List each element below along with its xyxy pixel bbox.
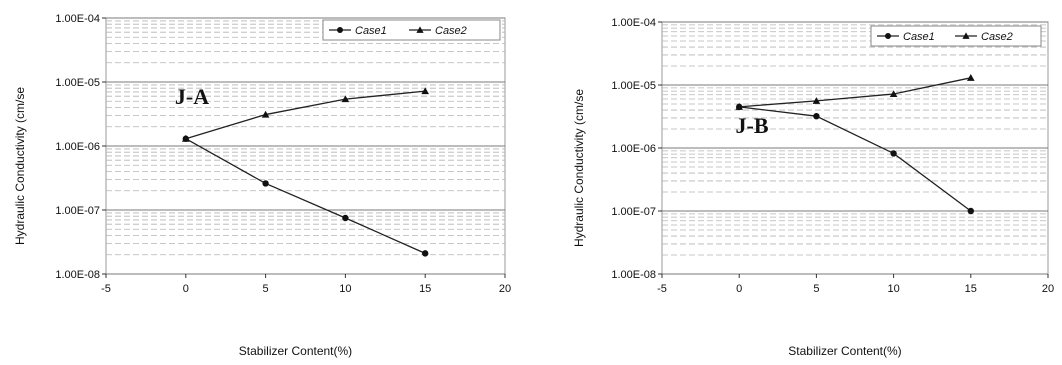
y-tick-label: 1.00E-08 <box>611 269 656 281</box>
y-tick-label: 1.00E-04 <box>611 17 656 29</box>
y-axis-title: Hydraulic Conductivity (cm/se <box>572 89 586 247</box>
legend-label: Case2 <box>435 25 467 37</box>
x-axis-title: Stabilizer Content(%) <box>239 344 352 358</box>
series-line <box>739 77 971 108</box>
data-point <box>889 90 898 98</box>
grid-lines <box>662 21 1048 275</box>
series-line <box>185 138 426 254</box>
x-tick-label: 10 <box>887 283 899 295</box>
x-tick-label: 5 <box>263 283 269 295</box>
x-tick-label: -5 <box>101 283 111 295</box>
y-tick-label: 1.00E-04 <box>55 13 100 25</box>
y-tick-label: 1.00E-07 <box>55 205 100 217</box>
y-tick-label: 1.00E-05 <box>55 77 100 89</box>
chart-panel-1: 1.00E-04 1.00E-05 1.00E-06 1.00E-07 1.00E-08… <box>13 13 511 358</box>
data-point <box>341 95 350 103</box>
x-tick-label: 20 <box>1042 283 1054 295</box>
x-tick-label: 10 <box>339 283 351 295</box>
data-point <box>812 97 821 104</box>
series-case1 <box>736 103 974 215</box>
y-tick-label: 1.00E-06 <box>611 143 656 155</box>
panel-label: J-A <box>175 84 209 109</box>
x-tick-label: 15 <box>419 283 431 295</box>
legend-marker <box>337 27 343 33</box>
y-axis-title: Hydraulic Conductivity (cm/se <box>13 87 27 245</box>
legend-label: Case1 <box>355 25 387 37</box>
legend: Case1 Case2 <box>870 25 1042 47</box>
data-point <box>967 207 974 215</box>
chart-panel-2: 1.00E-04 1.00E-05 1.00E-06 1.00E-07 1.00E-08… <box>572 17 1054 358</box>
y-tick-label: 1.00E-07 <box>611 206 656 218</box>
legend-marker <box>885 33 891 39</box>
legend: Case1 Case2 <box>322 19 501 41</box>
series-case2 <box>735 74 975 110</box>
x-tick-label: 0 <box>183 283 189 295</box>
data-point <box>422 250 429 257</box>
data-point <box>342 214 349 222</box>
data-point <box>261 110 270 118</box>
panel-label: J-B <box>736 113 769 138</box>
data-point <box>967 74 975 81</box>
x-tick-label: 20 <box>499 283 511 295</box>
y-tick-label: 1.00E-08 <box>55 269 100 281</box>
legend-marker <box>416 26 424 33</box>
legend-label: Case2 <box>981 31 1013 43</box>
data-point <box>813 112 820 120</box>
data-point <box>735 103 743 110</box>
x-tick-label: 0 <box>736 283 742 295</box>
series-line <box>185 90 426 140</box>
x-tick-label: 5 <box>813 283 819 295</box>
x-tick-label: 15 <box>965 283 977 295</box>
y-tick-label: 1.00E-06 <box>55 141 100 153</box>
x-axis-title: Stabilizer Content(%) <box>788 344 901 358</box>
data-point <box>890 150 897 157</box>
legend-label: Case1 <box>903 31 935 43</box>
legend-marker <box>962 32 970 39</box>
series-case2 <box>182 87 429 142</box>
y-tick-label: 1.00E-05 <box>611 80 656 92</box>
data-point <box>262 180 269 187</box>
x-tick-label: -5 <box>657 283 667 295</box>
grid-lines <box>106 17 505 275</box>
data-point <box>421 87 429 95</box>
series-line <box>739 106 972 212</box>
data-point <box>182 134 190 142</box>
